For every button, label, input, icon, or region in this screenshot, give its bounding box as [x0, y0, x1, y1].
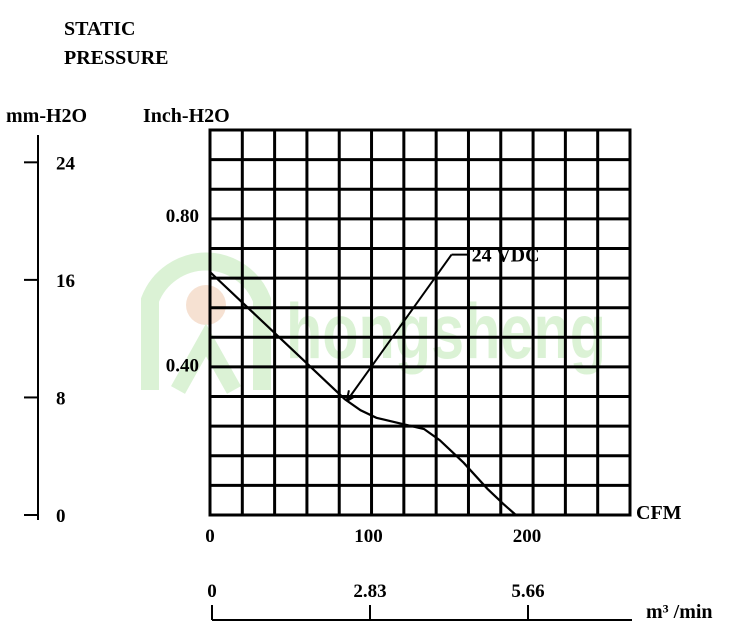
title-line-2: PRESSURE [64, 47, 168, 69]
series-24vdc-annotation: 24 VDC [345, 245, 540, 402]
watermark-logo-icon [141, 252, 271, 394]
mm-tick-label: 16 [56, 271, 75, 292]
mm-tick-label: 8 [56, 388, 66, 409]
cfm-tick-label: 100 [354, 526, 383, 547]
annotation-arrowhead [345, 390, 357, 402]
series-24vdc-curve [209, 271, 517, 516]
plot-grid [210, 130, 630, 515]
inch-tick-label: 0.40 [166, 355, 199, 376]
title-line-1: STATIC [64, 18, 136, 40]
mm-axis-unit: mm-H2O [6, 105, 87, 127]
annotation-arrow-line [345, 253, 453, 402]
m3-min-axis: 0 2.83 5.66 [207, 581, 632, 621]
inch-tick-label: 0.80 [166, 206, 199, 227]
m3-tick-label: 0 [207, 581, 217, 602]
cfm-tick-label: 0 [205, 526, 215, 547]
mm-tick-label: 24 [56, 153, 76, 174]
m3-axis-unit: m³ /min [646, 601, 713, 623]
m3-tick-label: 5.66 [511, 581, 544, 602]
cfm-axis-unit: CFM [636, 502, 682, 524]
cfm-ticks: 0 100 200 [205, 526, 541, 547]
inch-h2o-ticks: 0.80 0.40 [166, 206, 199, 377]
mm-h2o-axis: 24 16 8 0 [24, 135, 76, 527]
annotation-label: 24 VDC [472, 245, 540, 267]
cfm-tick-label: 200 [513, 526, 542, 547]
inch-axis-unit: Inch-H2O [143, 105, 230, 127]
mm-tick-label: 0 [56, 506, 66, 527]
plot-frame [208, 128, 632, 517]
m3-tick-label: 2.83 [353, 581, 386, 602]
watermark-text: hongsheng [286, 287, 606, 375]
